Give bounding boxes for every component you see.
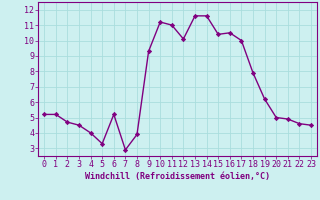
X-axis label: Windchill (Refroidissement éolien,°C): Windchill (Refroidissement éolien,°C) [85, 172, 270, 181]
